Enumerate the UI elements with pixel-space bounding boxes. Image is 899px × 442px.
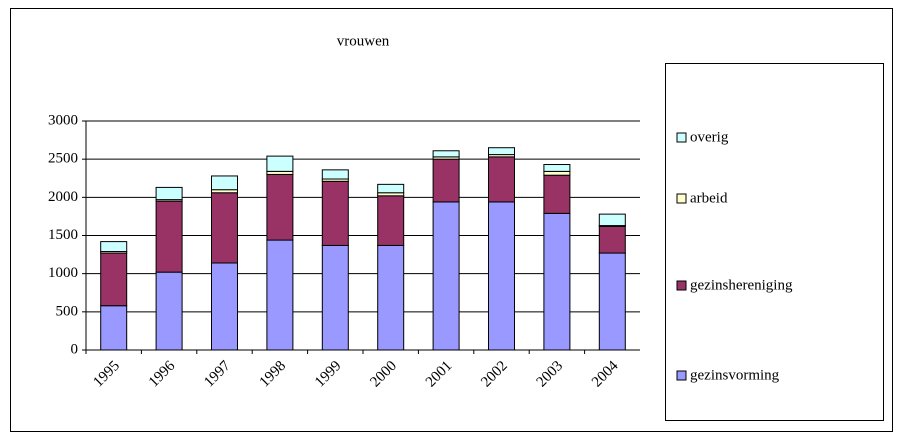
y-tick-label: 3000 [48,112,78,128]
bar-segment [211,175,238,191]
legend-label: gezinsvorming [690,367,780,383]
bar-segment [377,183,405,194]
legend-swatch [676,193,687,204]
legend-box [665,63,884,421]
bar-segment [432,201,460,351]
bar-segment [266,239,294,351]
bar-segment [488,147,515,156]
bar-segment [488,201,515,351]
y-tick-label: 1000 [48,265,78,281]
bar-segment [543,170,571,176]
y-tick-label: 2500 [48,151,78,167]
legend-swatch [676,132,687,143]
bar-segment [321,180,349,246]
bar-segment [543,174,571,214]
bar-segment [377,195,405,246]
bar-segment [488,156,515,203]
bar-segment [598,252,626,351]
y-tick-label: 500 [56,303,79,319]
legend-swatch [676,280,687,291]
y-tick-label: 0 [71,341,79,357]
bar-segment [377,244,405,351]
legend-label: gezinshereniging [690,277,793,293]
y-tick-label: 2000 [48,189,78,205]
y-tick-label: 1500 [48,227,78,243]
legend-label: overig [690,129,729,145]
bar-segment [543,164,571,172]
legend-label: arbeid [690,190,728,206]
bar-segment [100,252,128,307]
legend-swatch [676,370,687,381]
bar-segment [155,271,183,351]
bar-segment [432,150,460,158]
bar-segment [211,262,238,351]
bar-segment [543,212,571,351]
bar-segment [100,241,128,253]
bar-segment [598,225,626,254]
bar-segment [266,155,294,172]
bar-segment [266,173,294,241]
bar-segment [155,200,183,273]
bar-segment [321,244,349,351]
bar-segment [155,186,183,201]
bar-segment [432,158,460,203]
bar-segment [211,192,238,264]
bar-segment [100,305,128,351]
bar-segment [598,213,626,227]
bar-segment [321,169,349,180]
chart-title: vrouwen [337,33,390,49]
